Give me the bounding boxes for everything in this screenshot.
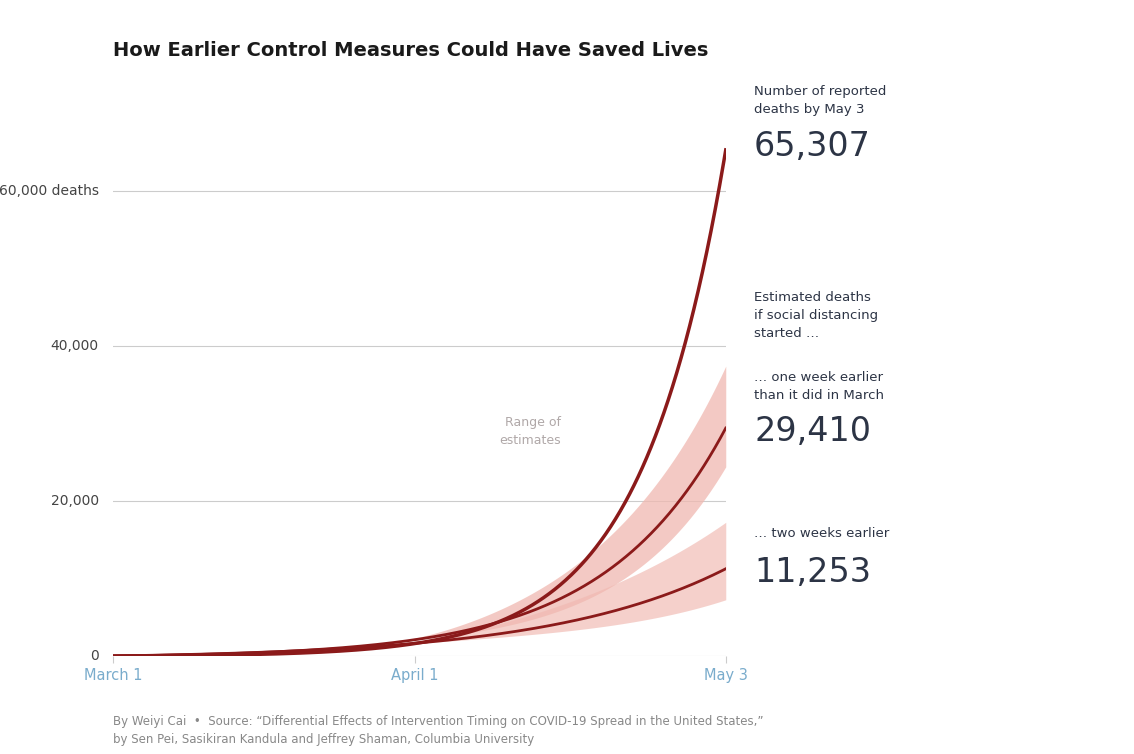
Text: By Weiyi Cai  •  Source: “Differential Effects of Intervention Timing on COVID-1: By Weiyi Cai • Source: “Differential Eff… bbox=[113, 716, 764, 746]
Text: … two weeks earlier: … two weeks earlier bbox=[754, 527, 889, 540]
Text: 11,253: 11,253 bbox=[754, 556, 871, 589]
Text: 65,307: 65,307 bbox=[754, 130, 871, 163]
Text: Number of reported
deaths by May 3: Number of reported deaths by May 3 bbox=[754, 85, 887, 116]
Text: 20,000: 20,000 bbox=[51, 494, 99, 508]
Text: 0: 0 bbox=[90, 649, 99, 663]
Text: … one week earlier
than it did in March: … one week earlier than it did in March bbox=[754, 371, 885, 402]
Text: Estimated deaths
if social distancing
started …: Estimated deaths if social distancing st… bbox=[754, 290, 878, 339]
Text: 60,000 deaths: 60,000 deaths bbox=[0, 184, 99, 198]
Text: Range of
estimates: Range of estimates bbox=[499, 415, 560, 447]
Text: 29,410: 29,410 bbox=[754, 415, 871, 449]
Text: 40,000: 40,000 bbox=[51, 339, 99, 353]
Text: How Earlier Control Measures Could Have Saved Lives: How Earlier Control Measures Could Have … bbox=[113, 41, 709, 60]
